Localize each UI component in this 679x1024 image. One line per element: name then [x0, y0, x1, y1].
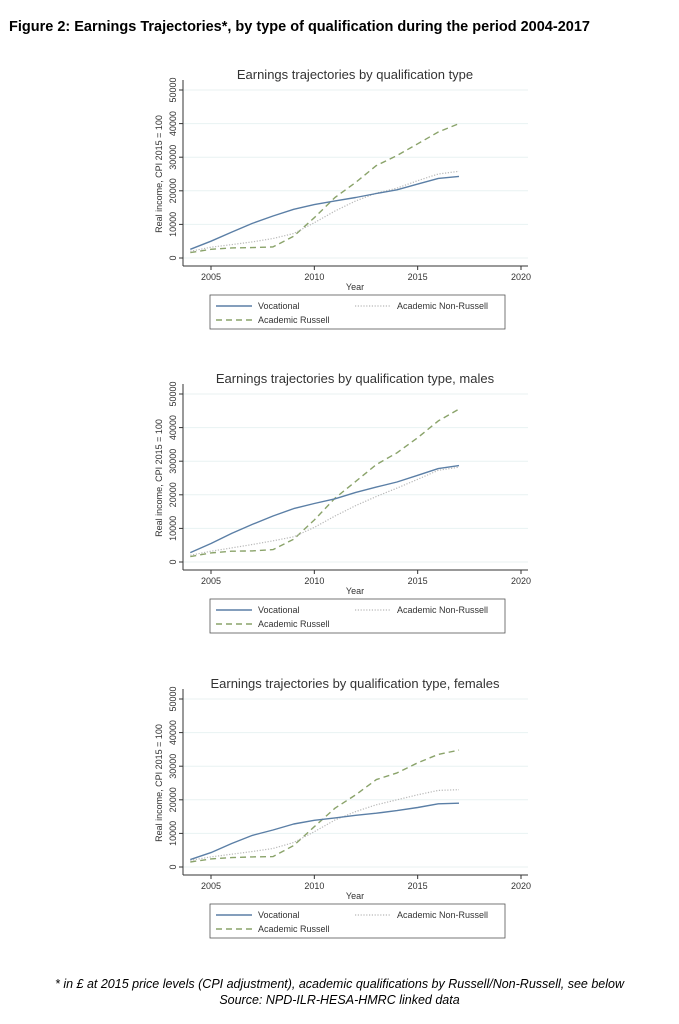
series-line-vocational — [190, 464, 460, 554]
chart-title: Earnings trajectories by qualification t… — [210, 676, 500, 691]
figure-title: Figure 2: Earnings Trajectories*, by typ… — [9, 19, 590, 35]
legend-label: Vocational — [258, 910, 300, 920]
legend-box — [209, 294, 506, 330]
legend-label: Vocational — [258, 301, 300, 311]
legend-label: Vocational — [258, 605, 300, 615]
series-line-academic-russell — [190, 122, 460, 254]
series-line-vocational — [190, 802, 460, 861]
y-tick-label: 0 — [168, 255, 178, 260]
y-tick-label: 30000 — [168, 449, 178, 474]
chart-females: Earnings trajectories by qualification t… — [154, 676, 531, 939]
y-tick-label: 30000 — [168, 145, 178, 170]
x-tick-label: 2005 — [201, 272, 221, 282]
series-line-academic-non-russell — [190, 170, 460, 252]
legend-label: Academic Russell — [258, 315, 330, 325]
x-tick-label: 2005 — [201, 576, 221, 586]
y-tick-label: 50000 — [168, 686, 178, 711]
x-tick-label: 2015 — [408, 272, 428, 282]
chart-overall: Earnings trajectories by qualification t… — [154, 67, 531, 330]
plot-area — [183, 80, 528, 266]
y-tick-label: 0 — [168, 559, 178, 564]
y-tick-label: 20000 — [168, 178, 178, 203]
x-axis-label: Year — [346, 586, 364, 596]
x-tick-label: 2010 — [304, 272, 324, 282]
x-tick-label: 2010 — [304, 576, 324, 586]
legend-box — [209, 903, 506, 939]
series-line-vocational — [190, 175, 460, 250]
y-tick-label: 0 — [168, 864, 178, 869]
series-line-academic-non-russell — [190, 789, 460, 861]
x-tick-label: 2020 — [511, 881, 531, 891]
x-axis-label: Year — [346, 891, 364, 901]
series-line-academic-russell — [190, 749, 460, 863]
chart-title: Earnings trajectories by qualification t… — [237, 67, 473, 82]
y-axis-label: Real income, CPI 2015 = 100 — [154, 724, 164, 842]
y-axis-label: Real income, CPI 2015 = 100 — [154, 419, 164, 537]
y-tick-label: 40000 — [168, 720, 178, 745]
legend-label: Academic Non-Russell — [397, 910, 488, 920]
x-tick-label: 2010 — [304, 881, 324, 891]
x-tick-label: 2015 — [408, 576, 428, 586]
y-tick-label: 50000 — [168, 77, 178, 102]
x-tick-label: 2015 — [408, 881, 428, 891]
y-tick-label: 10000 — [168, 821, 178, 846]
chart-males: Earnings trajectories by qualification t… — [154, 371, 531, 634]
legend-box — [209, 598, 506, 634]
plot-area — [183, 384, 528, 570]
chart-title: Earnings trajectories by qualification t… — [216, 371, 495, 386]
y-tick-label: 30000 — [168, 754, 178, 779]
y-tick-label: 50000 — [168, 381, 178, 406]
legend-label: Academic Non-Russell — [397, 605, 488, 615]
x-axis-label: Year — [346, 282, 364, 292]
x-tick-label: 2005 — [201, 881, 221, 891]
plot-area — [183, 689, 528, 875]
x-tick-label: 2020 — [511, 576, 531, 586]
y-axis-label: Real income, CPI 2015 = 100 — [154, 115, 164, 233]
y-tick-label: 40000 — [168, 111, 178, 136]
legend-label: Academic Russell — [258, 619, 330, 629]
series-line-academic-russell — [190, 408, 460, 558]
legend-label: Academic Non-Russell — [397, 301, 488, 311]
legend-label: Academic Russell — [258, 924, 330, 934]
footnote: * in £ at 2015 price levels (CPI adjustm… — [54, 977, 625, 991]
y-tick-label: 40000 — [168, 415, 178, 440]
source-note: Source: NPD-ILR-HESA-HMRC linked data — [219, 993, 460, 1007]
y-tick-label: 10000 — [168, 212, 178, 237]
y-tick-label: 10000 — [168, 516, 178, 541]
y-tick-label: 20000 — [168, 787, 178, 812]
x-tick-label: 2020 — [511, 272, 531, 282]
series-line-academic-non-russell — [190, 466, 460, 556]
y-tick-label: 20000 — [168, 482, 178, 507]
